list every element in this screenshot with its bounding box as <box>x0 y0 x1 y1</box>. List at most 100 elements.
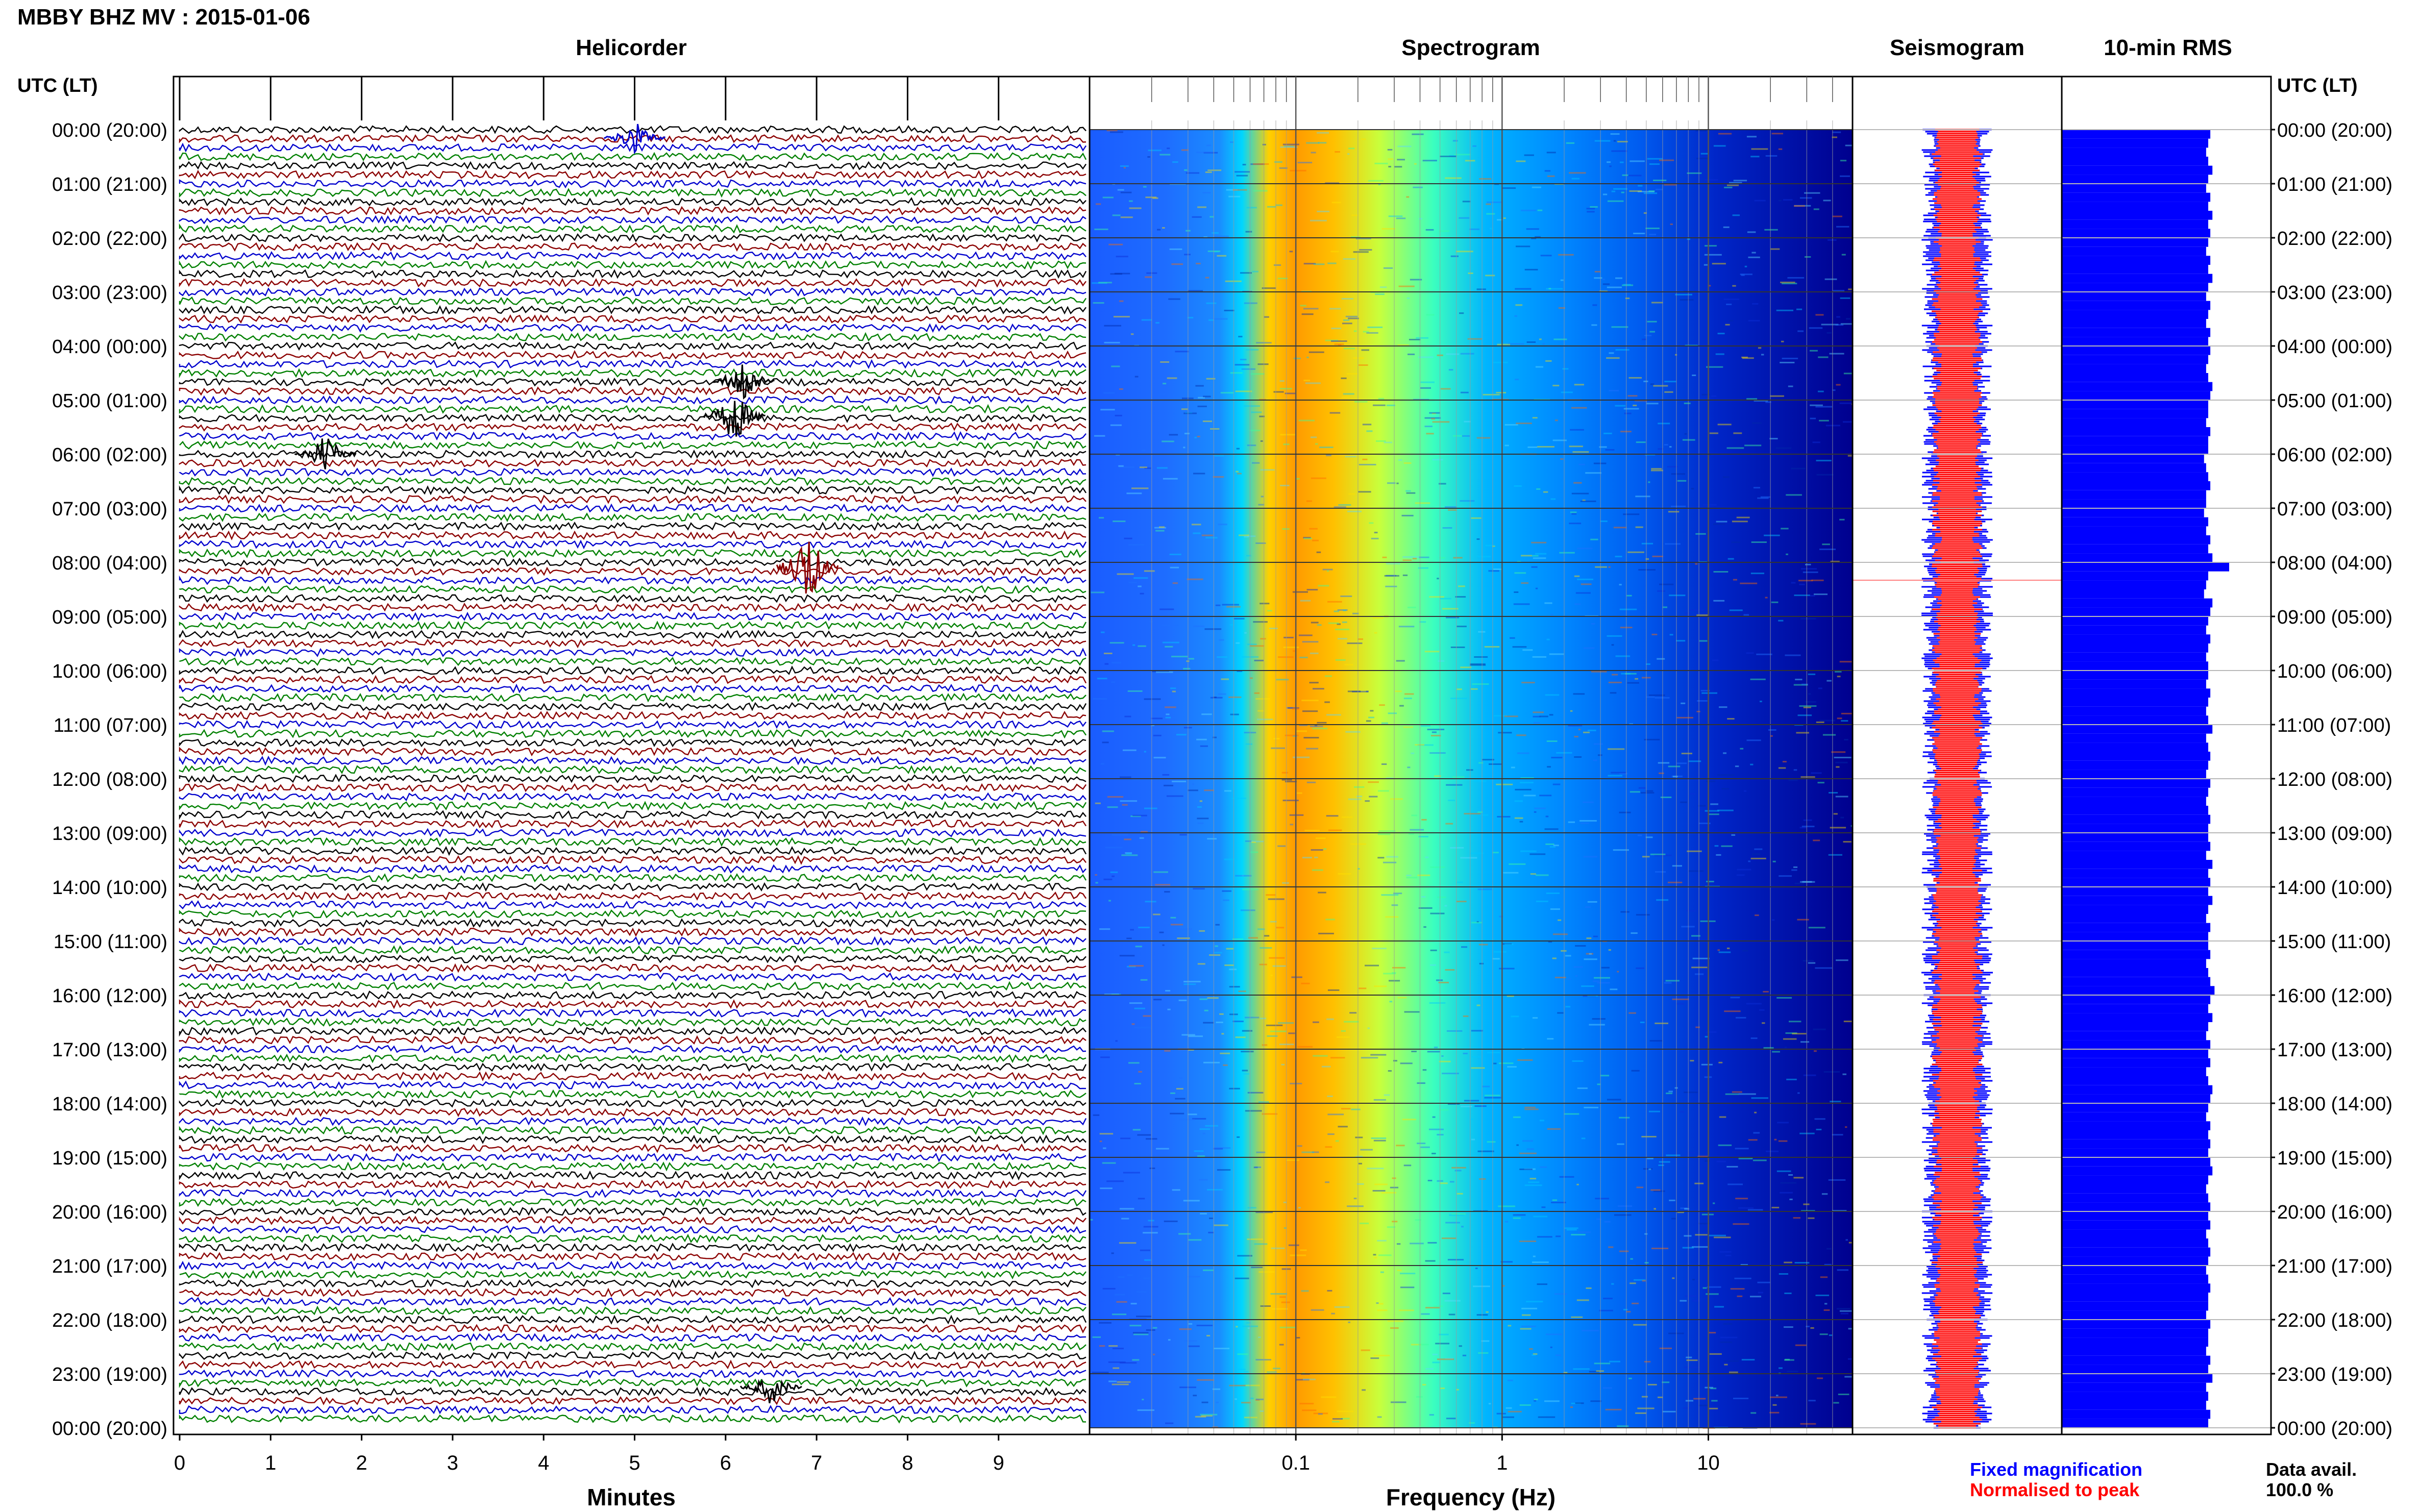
spectrogram-speckle <box>1430 912 1445 914</box>
row-label-left: 00:00 (20:00) <box>52 120 167 141</box>
rms-bar <box>2062 770 2206 779</box>
spectrogram-speckle <box>1132 814 1147 816</box>
spectrogram-speckle <box>1166 713 1170 715</box>
spectrogram-speckle <box>1351 1108 1361 1110</box>
spectrogram-speckle <box>1224 858 1237 860</box>
spectrogram-speckle <box>1385 585 1397 587</box>
spectrogram-speckle <box>1687 850 1702 852</box>
rms-bar <box>2062 752 2211 761</box>
rms-bar <box>2062 346 2211 355</box>
spectrogram-speckle <box>1254 1243 1268 1245</box>
spectrogram-speckle <box>1402 556 1420 558</box>
spectrogram-speckle <box>1617 1425 1629 1427</box>
spectrogram-speckle <box>1615 349 1630 351</box>
spectrogram-speckle <box>1740 274 1752 276</box>
spectrogram-speckle <box>1134 1027 1151 1029</box>
spectrogram-speckle <box>1816 1377 1823 1379</box>
spectrogram-speckle <box>1176 928 1192 930</box>
row-label-right: 09:00 (05:00) <box>2277 607 2392 628</box>
spectrogram-speckle <box>1421 1313 1430 1315</box>
rms-bar <box>2062 364 2206 373</box>
spectrogram-speckle <box>1819 1333 1828 1335</box>
spectrogram-speckle <box>1270 1293 1288 1295</box>
helicorder-trace <box>179 1225 1087 1234</box>
spectrogram-speckle <box>1571 1234 1586 1236</box>
spectrogram-speckle <box>1188 1113 1197 1116</box>
spectrogram-speckle <box>1230 624 1233 626</box>
spectrogram-speckle <box>1584 958 1597 960</box>
spectrogram-speckle <box>1433 1305 1443 1307</box>
spectrogram-speckle <box>1301 1290 1309 1292</box>
spectrogram-speckle <box>1319 447 1334 449</box>
row-label-right: 14:00 (10:00) <box>2277 877 2392 899</box>
spectrogram-speckle <box>1348 798 1362 800</box>
legend-fixed-magnification: Fixed magnification <box>1970 1459 2142 1480</box>
spectrogram-speckle <box>1831 751 1846 753</box>
helicorder-panel <box>179 123 1087 1424</box>
spectrogram-speckle <box>1280 146 1298 148</box>
spectrogram-speckle <box>1520 777 1534 779</box>
spectrogram-speckle <box>1100 763 1105 765</box>
spectrogram-speckle <box>1170 566 1179 568</box>
spectrogram-speckle <box>1586 937 1592 939</box>
spectrogram-speckle <box>1119 955 1135 957</box>
spectrogram-speckle <box>1342 621 1347 623</box>
spectrogram-speckle <box>1282 882 1289 884</box>
spectrogram-speckle <box>1429 1414 1434 1416</box>
spectrogram-speckle <box>1386 856 1398 858</box>
spectrogram-speckle <box>1611 326 1628 328</box>
spectrogram-speckle <box>1516 734 1526 736</box>
spectrogram-speckle <box>1247 1092 1264 1094</box>
spectrogram-speckle <box>1630 160 1645 162</box>
row-label-right: 03:00 (23:00) <box>2277 282 2392 304</box>
spectrogram-speckle <box>1703 504 1717 506</box>
spectrogram-speckle <box>1547 1038 1554 1040</box>
spectrogram-speckle <box>1575 592 1591 594</box>
spectrogram-speckle <box>1169 554 1181 555</box>
spectrogram-speckle <box>1814 1118 1825 1120</box>
spectrogram-speckle <box>1144 751 1146 753</box>
rms-bar <box>2062 1166 2213 1176</box>
spectrogram-speckle <box>1221 1033 1224 1035</box>
spectrogram-speckle <box>1690 1060 1694 1062</box>
helicorder-trace <box>179 1270 1087 1280</box>
spectrogram-speckle <box>1761 354 1764 356</box>
spectrogram-speckle <box>1296 1337 1300 1339</box>
spectrogram-speckle <box>1516 245 1531 247</box>
spectrogram-speckle <box>1409 833 1415 835</box>
helicorder-trace <box>179 764 1087 775</box>
spectrogram-speckle <box>1455 596 1466 598</box>
spectrogram-speckle <box>1601 966 1610 969</box>
helicorder-trace <box>179 1053 1087 1063</box>
spectrogram-speckle <box>1411 814 1418 816</box>
row-label-left: 18:00 (14:00) <box>52 1094 167 1115</box>
spectrogram-speckle <box>1550 613 1553 615</box>
spectrogram-speckle <box>1235 875 1252 877</box>
spectrogram-speckle <box>1711 395 1717 397</box>
spectrogram-speckle <box>1732 520 1748 523</box>
spectrogram-speckle <box>1600 520 1608 522</box>
spectrogram-speckle <box>1386 404 1395 406</box>
spectrogram-speckle <box>1152 671 1169 673</box>
spectrogram-speckle <box>1420 387 1431 389</box>
spectrogram-speckle <box>1126 937 1132 939</box>
spectrogram-speckle <box>1742 950 1748 952</box>
spectrogram-speckle <box>1830 1101 1841 1103</box>
spectrogram-speckle <box>1695 1234 1708 1236</box>
spectrogram-speckle <box>1373 404 1386 406</box>
spectrogram-speckle <box>1708 285 1711 287</box>
spectrogram-speckle <box>1203 152 1218 154</box>
spectrogram-speckle <box>1335 1140 1339 1142</box>
spectrogram-speckle <box>1799 827 1807 829</box>
spectrogram-speckle <box>1451 1167 1466 1169</box>
spectrogram-speckle <box>1420 1146 1430 1148</box>
spectrogram-speckle <box>1188 1239 1202 1241</box>
spectrogram-speckle <box>1834 757 1852 758</box>
spectrogram-speckle <box>1242 164 1246 166</box>
spectrogram-speckle <box>1539 1120 1544 1122</box>
helicorder-trace <box>179 611 1087 622</box>
spectrogram-speckle <box>1188 290 1203 292</box>
spectrogram-speckle <box>1765 155 1778 157</box>
spectrogram-speckle <box>1313 263 1325 265</box>
spectrogram-speckle <box>1706 1031 1717 1033</box>
